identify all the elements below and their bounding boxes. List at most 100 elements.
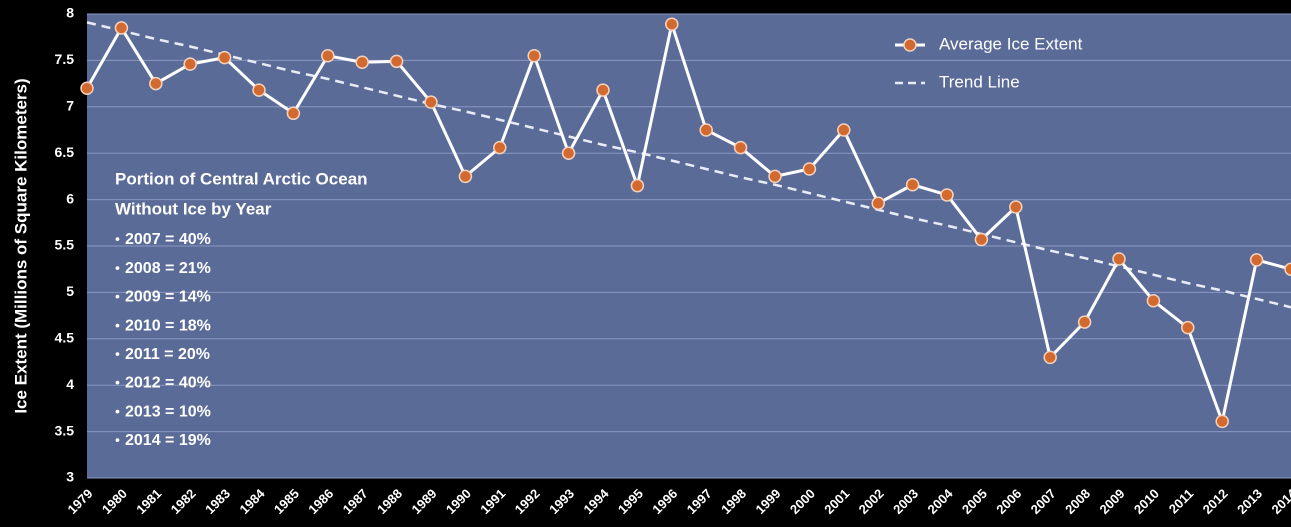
data-point [699,123,713,137]
data-point [1077,315,1092,329]
x-tick-label: 1993 [546,486,577,517]
data-point [217,50,232,65]
data-point [802,162,817,176]
x-tick-label: 2003 [890,486,921,517]
data-point [355,55,369,70]
data-point [1249,253,1264,267]
x-tick-label: 1988 [374,486,405,517]
x-tick-label: 2011 [1166,486,1197,517]
data-point [1146,294,1161,308]
x-tick-label: 1992 [512,486,543,517]
x-tick-label: 1981 [133,486,164,517]
x-tick-label: 2010 [1131,486,1162,517]
y-tick-label: 7 [66,98,74,114]
x-tick-label: 2005 [959,486,990,517]
y-tick-label: 6.5 [55,144,75,160]
x-tick-label: 2007 [1028,486,1059,517]
data-point [1284,262,1291,276]
data-point [321,49,335,63]
x-tick-label: 1983 [202,486,233,517]
data-point [665,17,679,31]
data-point [389,54,404,69]
x-tick-label: 2012 [1200,486,1231,517]
data-point [596,83,610,97]
y-tick-label: 6 [66,190,74,206]
annotation-bullet: • [115,374,120,390]
y-tick-label: 3 [66,469,74,485]
data-point [974,232,989,247]
y-tick-label: 4.5 [55,330,75,346]
annotation-item: 2013 = 10% [125,403,211,420]
data-point [527,49,541,63]
data-point [183,57,197,71]
data-point [493,140,507,155]
data-point [252,83,266,97]
data-point [149,76,163,91]
data-point [80,81,94,95]
y-tick-label: 8 [66,5,74,21]
annotation-item: 2007 = 40% [125,231,211,248]
y-tick-label: 7.5 [55,51,75,67]
data-point [1043,350,1057,365]
annotation-item: 2010 = 18% [125,317,211,334]
annotation-item: 2012 = 40% [125,375,211,392]
annotation-bullet: • [115,231,120,247]
x-tick-label: 1997 [684,486,715,517]
legend-marker [903,38,917,52]
annotation-item: 2014 = 19% [125,432,211,449]
x-tick-label: 1985 [271,486,302,517]
data-point [1215,414,1229,429]
annotation-item: 2011 = 20% [125,346,210,363]
x-tick-label: 1998 [718,486,749,517]
data-point [733,140,748,155]
x-tick-label: 1987 [340,486,371,517]
x-tick-label: 1989 [408,486,439,517]
annotation-bullet: • [115,288,120,304]
data-point [630,178,645,193]
x-tick-label: 1986 [305,486,336,517]
annotation-item: 2009 = 14% [125,289,211,306]
x-tick-label: 2009 [1096,486,1127,517]
annotation-bullet: • [115,346,120,362]
annotation-bullet: • [115,317,120,333]
y-tick-label: 4 [66,376,74,392]
data-point [424,95,438,109]
data-point [114,21,129,35]
data-point [561,146,576,160]
x-tick-label: 1991 [477,486,508,517]
x-tick-label: 2006 [993,486,1024,517]
x-tick-label: 2013 [1234,486,1265,517]
x-tick-label: 1999 [752,486,783,517]
data-point [940,188,954,202]
x-tick-label: 2004 [924,485,956,517]
annotation-bullet: • [115,259,120,275]
data-point [1009,200,1023,214]
x-tick-label: 2002 [856,486,887,517]
legend-label: Average Ice Extent [939,34,1083,53]
x-tick-label: 1990 [443,486,474,517]
data-point [458,169,473,184]
data-point [905,178,920,192]
x-tick-label: 1984 [236,485,268,517]
data-point [1181,320,1195,335]
data-point [837,123,851,137]
data-point [286,106,301,121]
annotation-item: 2008 = 21% [125,260,211,277]
data-point [871,196,885,211]
data-point [768,169,782,184]
y-tick-label: 5.5 [55,237,75,253]
y-axis-label: Ice Extent (Millions of Square Kilometer… [11,78,30,413]
y-tick-label: 5 [66,283,74,299]
series-line [85,18,1291,427]
annotation-bullet: • [115,403,120,419]
x-tick-label: 1994 [580,485,612,517]
x-tick-label: 1995 [615,486,646,517]
annotation-title: Portion of Central Arctic Ocean [115,169,368,188]
x-tick-label: 1979 [64,486,95,517]
y-tick-label: 3.5 [55,422,75,438]
x-tick-label: 2008 [1062,486,1093,517]
x-tick-label: 2000 [787,486,818,517]
x-tick-label: 2014 [1268,485,1291,517]
data-point [1112,252,1126,266]
